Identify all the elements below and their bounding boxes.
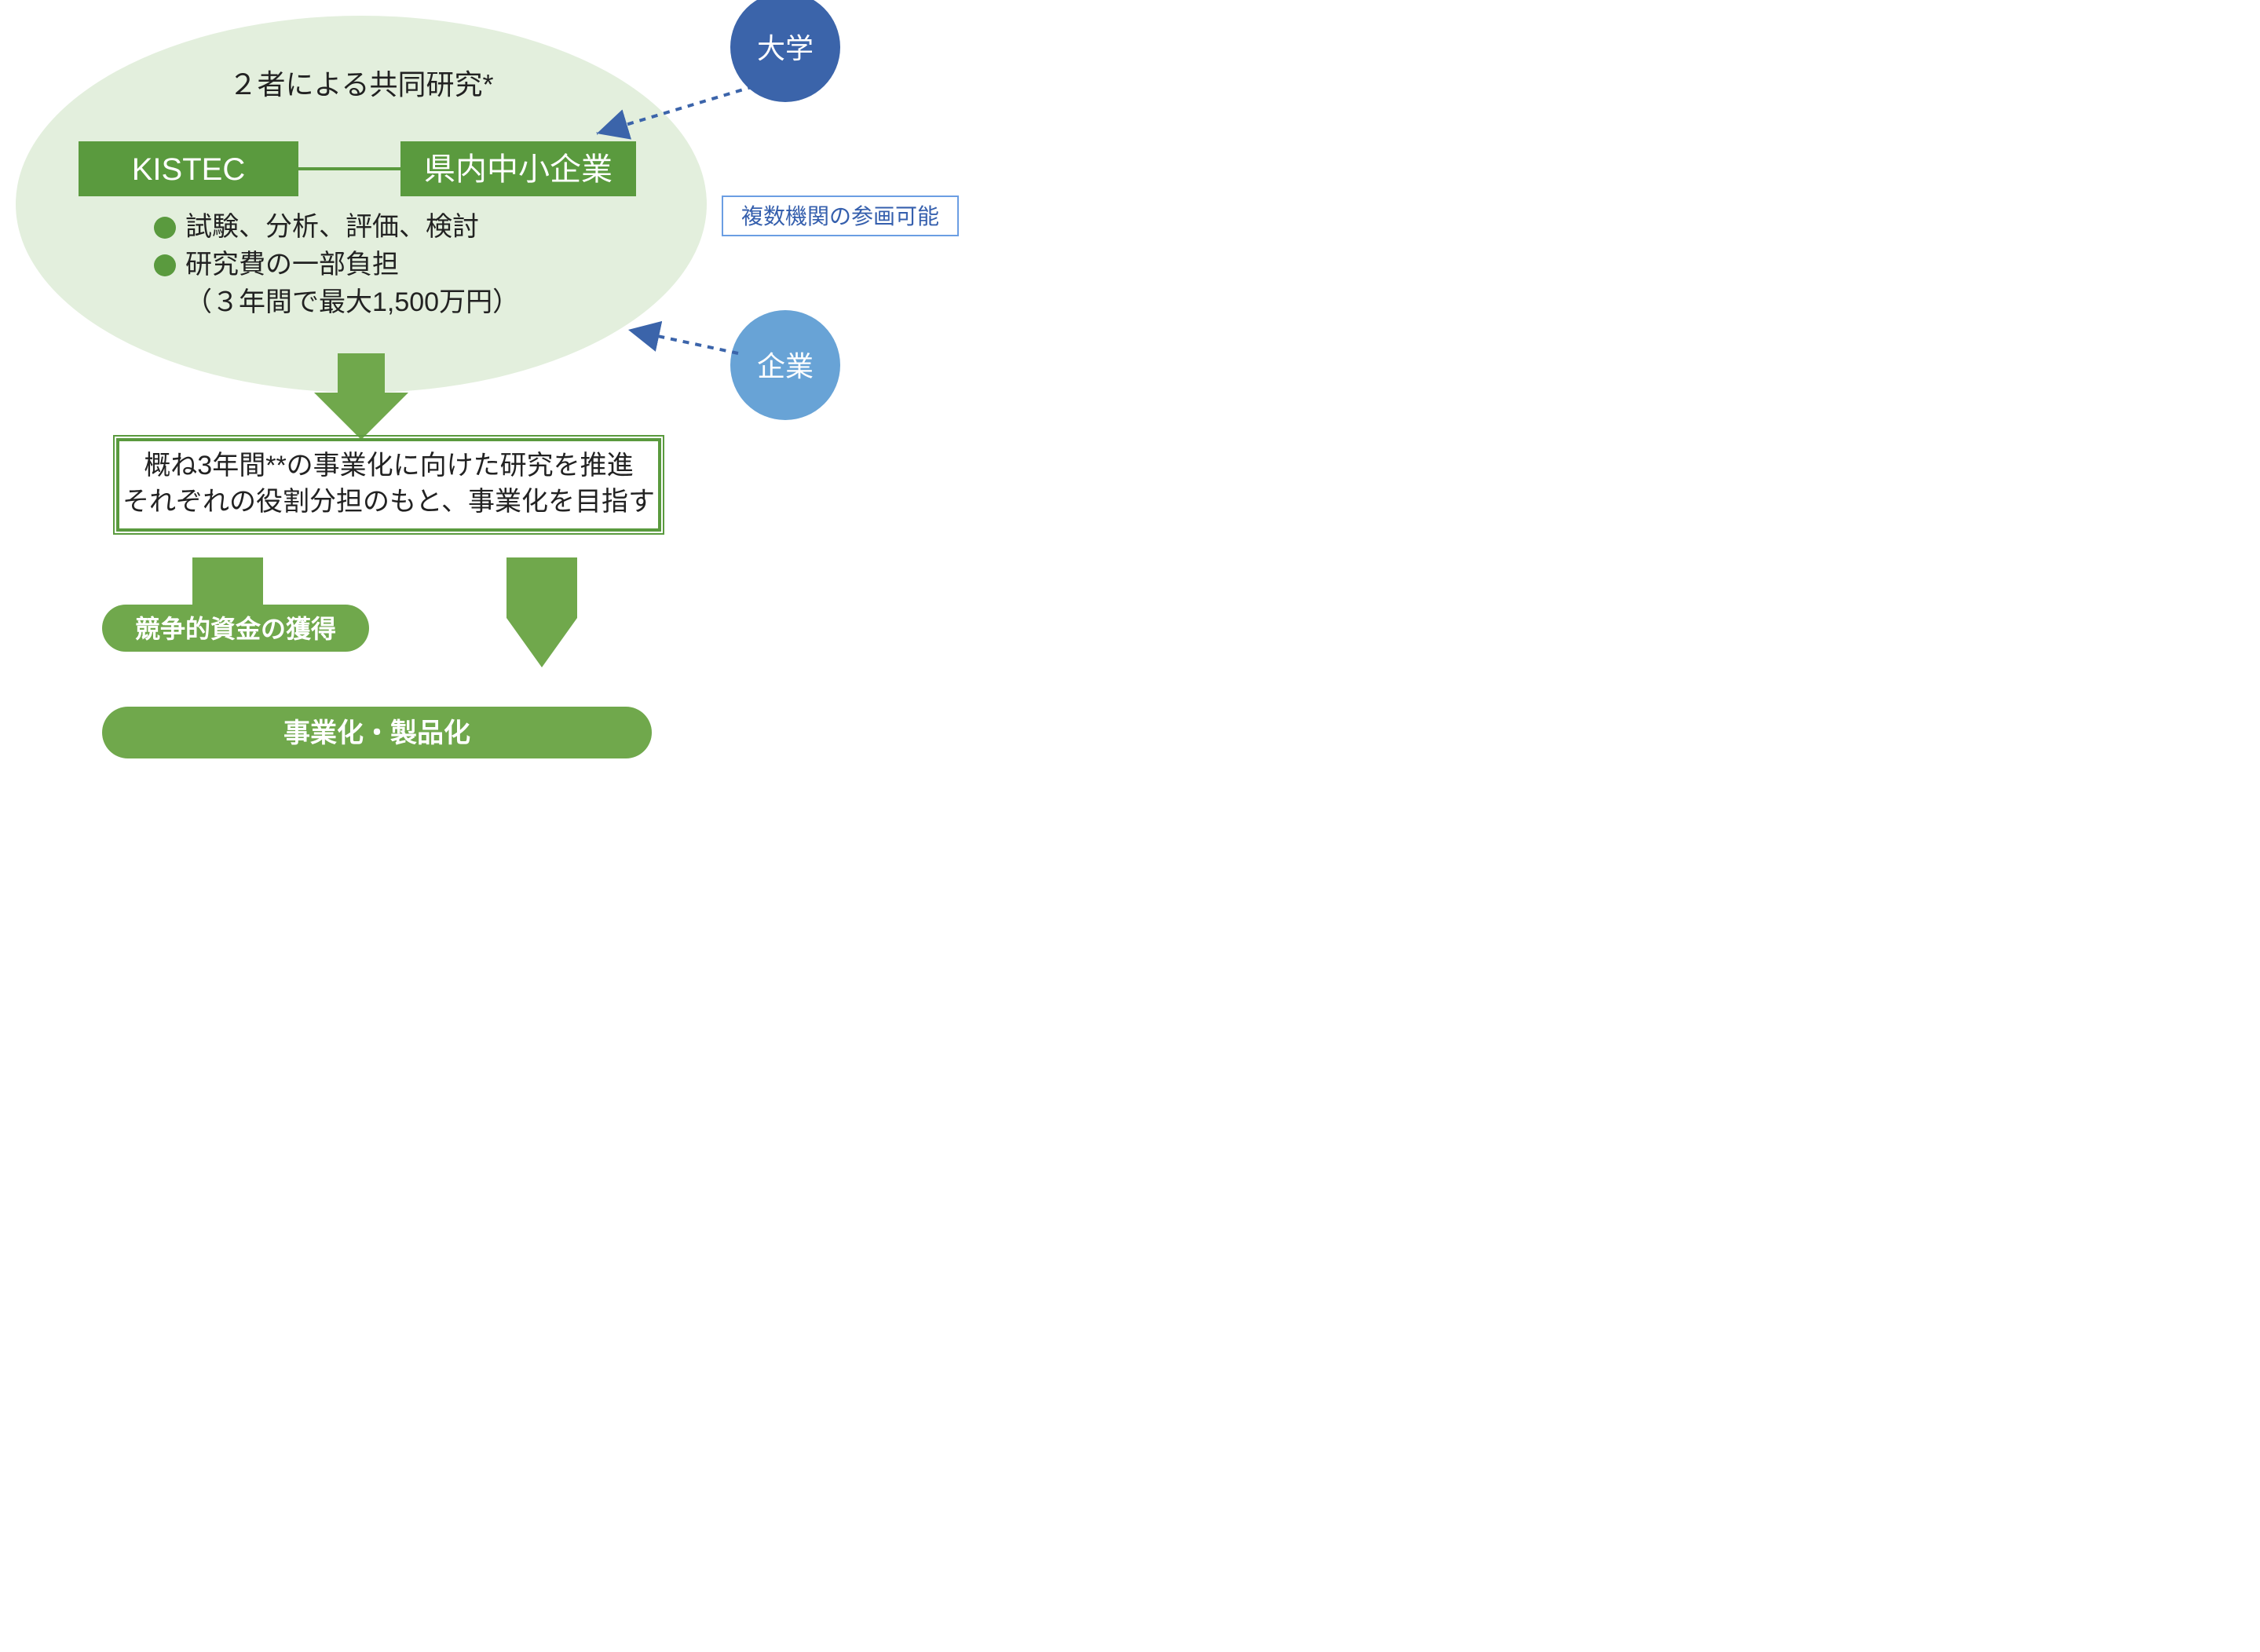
bullet-text: 試験、分析、評価、検討 [185,212,479,242]
note-label: 複数機関の参画可能 [741,204,939,228]
bullet-icon [154,217,176,239]
result-line: 概ね3年間**の事業化に向けた研究を推進 [144,451,633,481]
bullet-icon [154,254,176,276]
ellipse-title: ２者による共同研究* [229,68,494,101]
company-label: 企業 [757,350,814,382]
result-line: それぞれの役割分担のもと、事業化を目指す [123,487,655,517]
company-arrow [628,330,738,353]
sme-label: 県内中小企業 [424,152,613,187]
university-label: 大学 [757,32,814,64]
bullet-text: 研究費の一部負担 [185,250,399,280]
pentagon-arrow-1 [506,557,577,667]
competitive-fund-label: 競争的資金の獲得 [135,615,336,643]
kistec-label: KISTEC [132,152,245,187]
diagram-canvas: ２者による共同研究* KISTEC 県内中小企業試験、分析、評価、検討研究費の一部負… [0,0,1206,882]
bullet-subtext: （３年間で最大1,500万円） [185,287,519,317]
commercialization-label: 事業化・製品化 [283,718,470,748]
